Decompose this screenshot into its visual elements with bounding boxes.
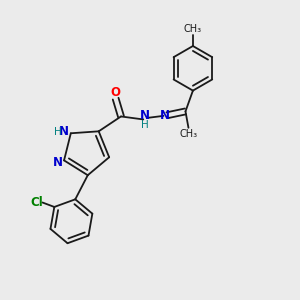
Text: N: N xyxy=(53,156,63,169)
Text: N: N xyxy=(59,125,69,138)
Text: H: H xyxy=(54,127,62,137)
Text: O: O xyxy=(110,86,120,99)
Text: N: N xyxy=(140,110,150,122)
Text: N: N xyxy=(160,109,170,122)
Text: CH₃: CH₃ xyxy=(180,129,198,139)
Text: CH₃: CH₃ xyxy=(184,24,202,34)
Text: H: H xyxy=(141,120,149,130)
Text: Cl: Cl xyxy=(30,196,43,209)
